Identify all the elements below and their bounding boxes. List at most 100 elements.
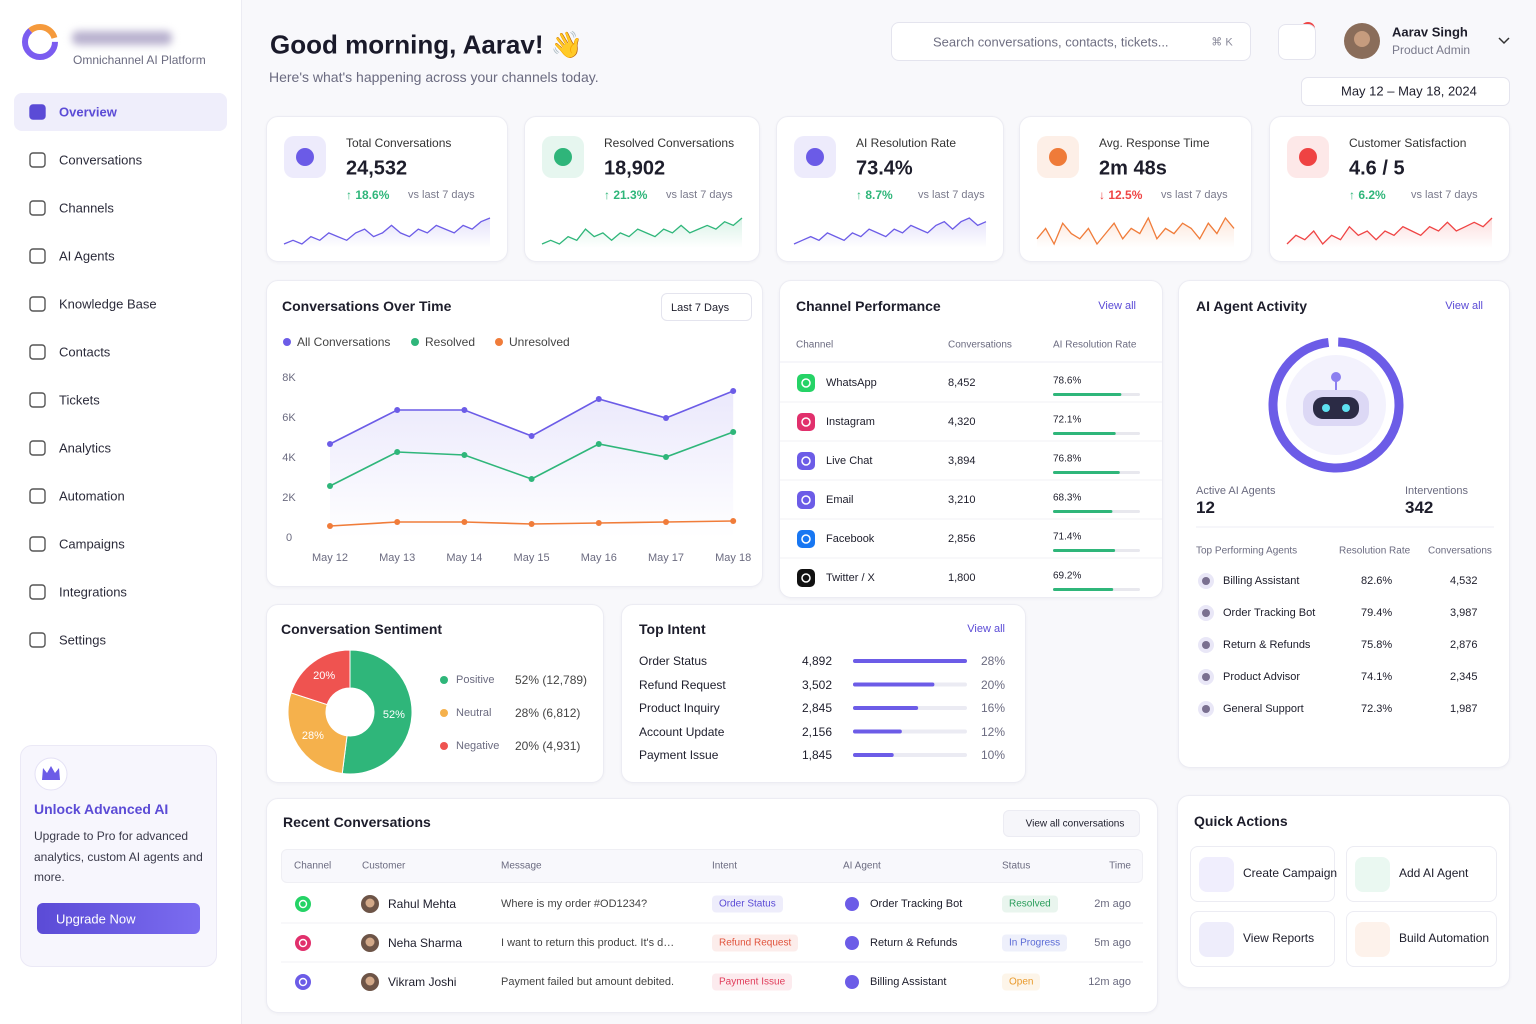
sparkline-area: [1037, 218, 1234, 248]
kpi-change: ↓ 12.5%: [1099, 188, 1143, 202]
channel-name: Twitter / X: [826, 572, 875, 584]
pie-slice: [341, 649, 413, 775]
range-filter[interactable]: [661, 293, 752, 321]
agent-avatar-core: [1202, 577, 1210, 585]
customer-avatar-face: [365, 976, 375, 986]
user-menu-chevron: [1498, 37, 1510, 45]
kpi-icon: [806, 148, 824, 166]
agent-conversations: 1,987: [1450, 703, 1478, 715]
nav-item[interactable]: Automation: [59, 488, 125, 504]
nav-item[interactable]: Overview: [59, 104, 117, 120]
kpi-icon-bg: [542, 136, 584, 178]
intent-name: Refund Request: [639, 677, 726, 692]
search-box[interactable]: [891, 22, 1251, 61]
rate-bar: [1053, 510, 1113, 513]
quick-action-icon-bg: [1355, 922, 1390, 957]
sparkline-area: [1287, 218, 1492, 248]
intent-share: 12%: [980, 724, 1005, 739]
upgrade-button[interactable]: [37, 903, 200, 934]
channel-icon: [797, 413, 815, 431]
nav-item[interactable]: Settings: [59, 632, 106, 648]
nav-item[interactable]: Campaigns: [59, 536, 125, 552]
agent-name: Product Advisor: [1223, 671, 1301, 683]
series-point: [595, 441, 602, 447]
nav-item[interactable]: Conversations: [59, 152, 143, 168]
nav-icon: [29, 536, 46, 552]
date-picker[interactable]: [1301, 77, 1510, 106]
kpi-icon: [1049, 148, 1067, 166]
column-header: AI Agent: [843, 860, 881, 872]
quick-action[interactable]: [1346, 846, 1497, 902]
nav-item[interactable]: Integrations: [59, 584, 127, 600]
y-tick-label: 6K: [282, 412, 296, 424]
nav-item[interactable]: Contacts: [59, 344, 111, 360]
brand-subtitle: Omnichannel AI Platform: [73, 53, 206, 67]
promo-title: Unlock Advanced AI: [34, 801, 169, 817]
y-tick-label: 0: [285, 532, 293, 544]
x-tick-label: May 18: [715, 552, 752, 564]
kpi-compare: vs last 7 days: [408, 189, 475, 201]
channel-icon-glyph: [801, 456, 811, 466]
intent-count: 2,156: [801, 724, 832, 739]
kpi-value: 2m 48s: [1099, 157, 1167, 180]
notification-button[interactable]: [1278, 24, 1316, 60]
agent-rate: 72.3%: [1361, 703, 1393, 715]
view-all-button[interactable]: [1003, 810, 1140, 837]
nav-item[interactable]: Tickets: [59, 392, 100, 408]
kpi-compare: vs last 7 days: [1161, 189, 1228, 201]
column-header: Customer: [362, 860, 406, 872]
kpi-change: ↑ 18.6%: [346, 188, 390, 202]
nav-item[interactable]: Analytics: [59, 440, 112, 456]
nav-item[interactable]: Knowledge Base: [59, 296, 157, 312]
quick-action-icon-bg: [1355, 857, 1390, 892]
date-range: May 12 – May 18, 2024: [1341, 83, 1477, 99]
sparkline-area: [284, 218, 490, 248]
series-point: [730, 388, 737, 394]
column-header: Channel: [796, 339, 834, 351]
series-point: [595, 520, 602, 526]
legend-detail: 52% (12,789): [515, 673, 588, 687]
channel-icon-glyph: [298, 977, 308, 987]
message-preview: I want to return this product. It's d…: [501, 937, 675, 949]
nav-item[interactable]: Channels: [59, 200, 114, 216]
logo: [22, 24, 58, 60]
legend-dot: [440, 742, 448, 750]
quick-action-icon-bg: [1199, 857, 1234, 892]
quick-action[interactable]: [1346, 911, 1497, 967]
rate-bar: [1053, 471, 1120, 474]
column-header: Conversations: [948, 339, 1012, 351]
kpi-label: Resolved Conversations: [604, 136, 735, 150]
channel-conversations: 1,800: [948, 572, 976, 584]
channel-rate-label: 71.4%: [1053, 531, 1082, 543]
kpi-icon-bg: [1287, 136, 1329, 178]
table-header: [281, 849, 1143, 883]
view-all-link[interactable]: View all: [1098, 300, 1136, 312]
quick-action[interactable]: [1190, 846, 1335, 902]
series-point: [461, 407, 468, 413]
kpi-compare: vs last 7 days: [1411, 189, 1478, 201]
nav-item[interactable]: AI Agents: [59, 248, 115, 264]
agent-avatar-core: [1202, 673, 1210, 681]
intent-share: 16%: [980, 701, 1005, 715]
legend-label: Positive: [456, 674, 495, 686]
series-point: [730, 518, 737, 524]
card-title: Conversations Over Time: [282, 298, 452, 314]
agent-name: Billing Assistant: [870, 976, 947, 988]
view-all-link[interactable]: View all: [1445, 300, 1483, 312]
series-point: [663, 519, 669, 525]
kpi-value: 4.6 / 5: [1349, 157, 1405, 180]
pie-slice: [290, 649, 351, 706]
kpi-label: AI Resolution Rate: [856, 136, 957, 150]
column-header: Message: [501, 860, 542, 872]
agent-icon: [845, 975, 859, 989]
nav-icon: [29, 344, 46, 360]
view-all-link[interactable]: View all: [967, 623, 1005, 635]
quick-action[interactable]: [1190, 911, 1335, 967]
intent-count: 4,892: [801, 654, 832, 668]
robot-face: [1313, 397, 1359, 419]
kpi-value: 73.4%: [856, 157, 913, 180]
line-area: [330, 391, 734, 538]
rate-bar: [1053, 393, 1122, 396]
time-ago: 2m ago: [1094, 898, 1131, 910]
